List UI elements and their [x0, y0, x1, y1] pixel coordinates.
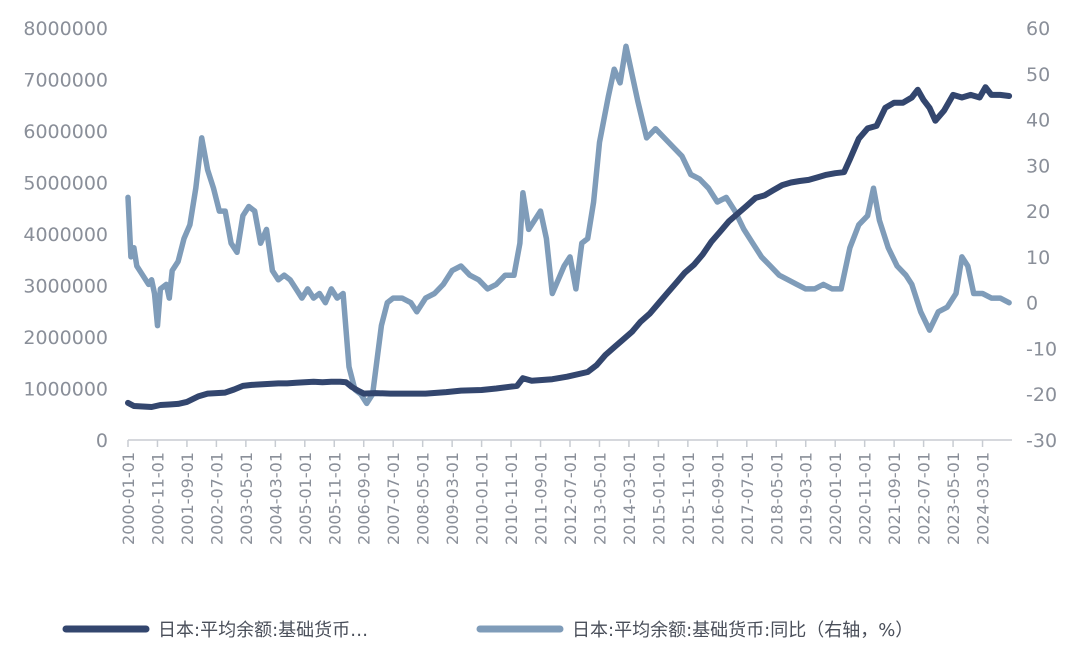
left-tick-label: 3000000 — [23, 276, 108, 298]
right-tick-label: 60 — [1026, 18, 1050, 40]
x-tick-label: 2022-07-01 — [915, 452, 934, 545]
x-tick-label: 2010-11-01 — [502, 452, 521, 545]
x-tick-label: 2014-03-01 — [620, 452, 639, 545]
x-tick-label: 2009-03-01 — [443, 452, 462, 545]
right-tick-label: 40 — [1026, 110, 1050, 132]
right-tick-label: 0 — [1026, 293, 1038, 315]
x-tick-label: 2020-11-01 — [856, 452, 875, 545]
series-line-base-money — [125, 84, 1013, 410]
x-tick-label: 2008-05-01 — [414, 452, 433, 545]
x-tick-label: 2019-03-01 — [797, 452, 816, 545]
left-tick-label: 6000000 — [23, 121, 108, 143]
left-tick-label: 4000000 — [23, 224, 108, 246]
legend-label-base-money: 日本:平均余额:基础货币… — [158, 620, 368, 641]
left-tick-label: 1000000 — [23, 379, 108, 401]
right-tick-label: 20 — [1026, 201, 1050, 223]
x-tick-label: 2010-01-01 — [473, 452, 492, 545]
x-tick-label: 2005-01-01 — [296, 452, 315, 545]
x-tick-label: 2006-09-01 — [355, 452, 374, 545]
x-tick-label: 2020-01-01 — [826, 452, 845, 545]
right-tick-label: -20 — [1026, 384, 1057, 406]
x-tick-label: 2000-11-01 — [148, 452, 167, 545]
x-tick-label: 2011-09-01 — [532, 452, 551, 545]
x-tick-label: 2023-05-01 — [944, 452, 963, 545]
x-tick-label: 2003-05-01 — [237, 452, 256, 545]
series-line-yoy — [125, 43, 1012, 407]
left-axis-ticks: 0 1000000 2000000 3000000 4000000 5000000 6000… — [23, 18, 108, 452]
left-tick-label: 5000000 — [23, 173, 108, 195]
series-layer — [125, 43, 1013, 410]
left-tick-label: 7000000 — [23, 70, 108, 92]
x-tick-label: 2005-11-01 — [325, 452, 344, 545]
x-tick-label: 2015-11-01 — [679, 452, 698, 545]
x-tick-label: 2000-01-01 — [119, 452, 138, 545]
x-axis-ticks: 2000-01-01 2000-11-01 2001-09-01 2002-07-01… — [119, 440, 993, 545]
x-tick-label: 2001-09-01 — [178, 452, 197, 545]
left-tick-label: 8000000 — [23, 18, 108, 40]
right-axis-ticks: -30 -20 -10 0 10 20 30 40 50 60 — [1026, 18, 1057, 452]
legend: 日本:平均余额:基础货币… 日本:平均余额:基础货币:同比（右轴，%） — [62, 620, 913, 641]
right-tick-label: 10 — [1026, 247, 1050, 269]
right-tick-label: 30 — [1026, 155, 1050, 177]
right-tick-label: -10 — [1026, 338, 1057, 360]
right-tick-label: 50 — [1026, 64, 1050, 86]
x-tick-label: 2017-07-01 — [738, 452, 757, 545]
x-tick-label: 2004-03-01 — [266, 452, 285, 545]
x-tick-label: 2015-01-01 — [649, 452, 668, 545]
x-tick-label: 2018-05-01 — [767, 452, 786, 545]
left-tick-label: 0 — [96, 430, 108, 452]
x-tick-label: 2021-09-01 — [885, 452, 904, 545]
x-tick-label: 2012-07-01 — [561, 452, 580, 545]
x-tick-label: 2002-07-01 — [207, 452, 226, 545]
left-tick-label: 2000000 — [23, 327, 108, 349]
x-tick-label: 2007-07-01 — [384, 452, 403, 545]
legend-label-yoy: 日本:平均余额:基础货币:同比（右轴，%） — [572, 620, 913, 641]
right-tick-label: -30 — [1026, 430, 1057, 452]
x-tick-label: 2024-03-01 — [974, 452, 993, 545]
x-tick-label: 2016-09-01 — [708, 452, 727, 545]
x-tick-label: 2013-05-01 — [590, 452, 609, 545]
